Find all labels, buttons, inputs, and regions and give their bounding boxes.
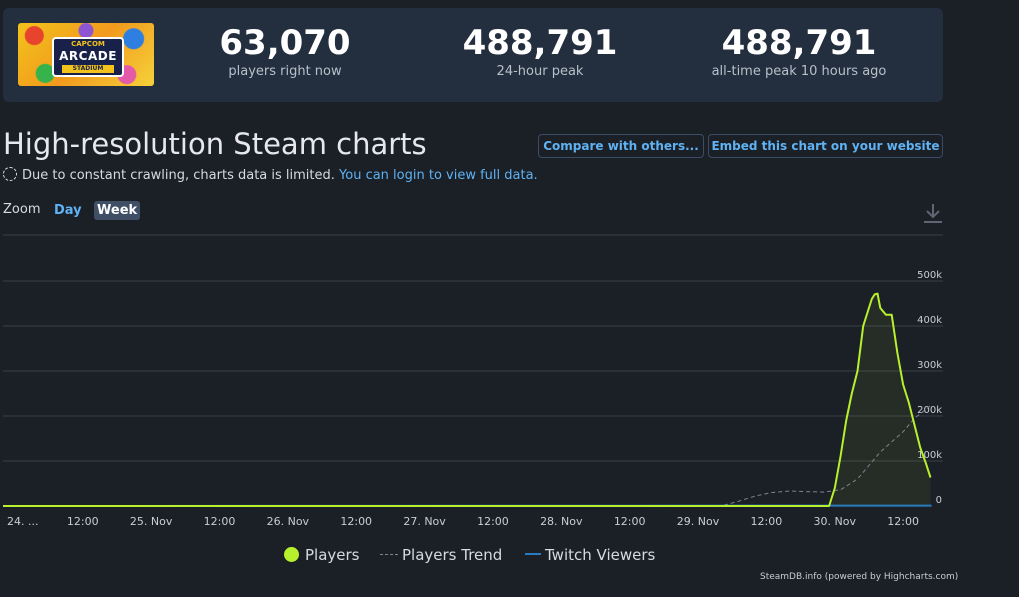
x-tick-label: 29. Nov	[677, 515, 720, 528]
x-tick-label: 26. Nov	[267, 515, 310, 528]
legend-players-trend[interactable]: Players Trend	[380, 546, 502, 564]
players-area	[3, 293, 931, 506]
stat-all-time-peak: 488,791 all-time peak 10 hours ago	[689, 24, 909, 79]
x-tick-label: 24. ...	[7, 515, 38, 528]
game-logo[interactable]: CAPCOM ARCADE STADIUM	[18, 23, 154, 86]
twitch-line-icon	[525, 553, 541, 555]
logo-line-3: STADIUM	[62, 65, 114, 73]
stat-all-time-peak-label: all-time peak 10 hours ago	[711, 64, 887, 79]
x-tick-label: 25. Nov	[130, 515, 173, 528]
trend-dash-icon	[380, 554, 398, 555]
notice-text: Due to constant crawling, charts data is…	[22, 168, 335, 183]
logo-line-1: CAPCOM	[71, 40, 105, 48]
legend-twitch-viewers[interactable]: Twitch Viewers	[525, 546, 655, 564]
zoom-day-button[interactable]: Day	[54, 203, 82, 218]
y-tick-label: 400k	[917, 315, 942, 326]
stat-current-value: 63,070	[219, 23, 351, 63]
y-tick-label: 200k	[917, 405, 942, 416]
players-dot-icon	[284, 547, 299, 562]
x-tick-label: 12:00	[477, 515, 509, 528]
chart-grid	[3, 280, 943, 462]
stat-current-label: players right now	[228, 64, 342, 79]
page-title: High-resolution Steam charts	[3, 127, 427, 161]
compare-button[interactable]: Compare with others...	[538, 134, 704, 158]
legend-players-label: Players	[305, 546, 360, 564]
login-link[interactable]: You can login to view full data.	[339, 168, 538, 183]
zoom-label: Zoom	[3, 202, 41, 217]
data-limited-notice: Due to constant crawling, charts data is…	[3, 167, 538, 183]
x-tick-label: 12:00	[887, 515, 919, 528]
legend-twitch-label: Twitch Viewers	[545, 546, 656, 564]
x-tick-label: 12:00	[204, 515, 236, 528]
x-tick-label: 12:00	[614, 515, 646, 528]
zoom-week-button[interactable]: Week	[94, 201, 141, 220]
player-chart: 500k 400k 300k 200k 100k 0 24. ... 12:00 25. No…	[2, 234, 943, 528]
chart-credits[interactable]: SteamDB.info (powered by Highcharts.com)	[760, 572, 959, 582]
x-tick-label: 28. Nov	[540, 515, 583, 528]
y-tick-label: 300k	[917, 360, 942, 371]
stat-current: 63,070 players right now	[175, 24, 395, 79]
x-tick-label: 27. Nov	[403, 515, 446, 528]
x-axis: 24. ... 12:00 25. Nov 12:00 26. Nov 12:00 27. …	[7, 515, 919, 528]
logo-line-2: ARCADE	[59, 49, 117, 63]
x-tick-label: 12:00	[67, 515, 99, 528]
embed-chart-button[interactable]: Embed this chart on your website	[708, 134, 943, 158]
y-axis: 500k 400k 300k 200k 100k 0	[917, 270, 942, 506]
download-icon[interactable]	[922, 201, 944, 225]
y-tick-label: 500k	[917, 270, 942, 281]
chart-legend: Players Players Trend Twitch Viewers	[0, 546, 943, 568]
x-tick-label: 12:00	[340, 515, 372, 528]
y-tick-label: 0	[936, 495, 942, 506]
legend-trend-label: Players Trend	[402, 546, 503, 564]
stats-panel: CAPCOM ARCADE STADIUM 63,070 players rig…	[3, 8, 943, 102]
stat-24h-peak-label: 24-hour peak	[496, 64, 584, 79]
chart-series	[2, 292, 932, 507]
logo-badge: CAPCOM ARCADE STADIUM	[52, 37, 124, 77]
series-players-line	[3, 292, 932, 507]
x-tick-label: 12:00	[751, 515, 783, 528]
stat-24h-peak-value: 488,791	[462, 23, 618, 63]
series-players-trend-line	[3, 404, 932, 507]
loading-circle-icon	[3, 167, 17, 181]
stat-all-time-peak-value: 488,791	[721, 23, 877, 63]
x-tick-label: 30. Nov	[814, 515, 857, 528]
y-tick-label: 100k	[917, 450, 942, 461]
stat-24h-peak: 488,791 24-hour peak	[430, 24, 650, 79]
legend-players[interactable]: Players	[284, 546, 360, 564]
